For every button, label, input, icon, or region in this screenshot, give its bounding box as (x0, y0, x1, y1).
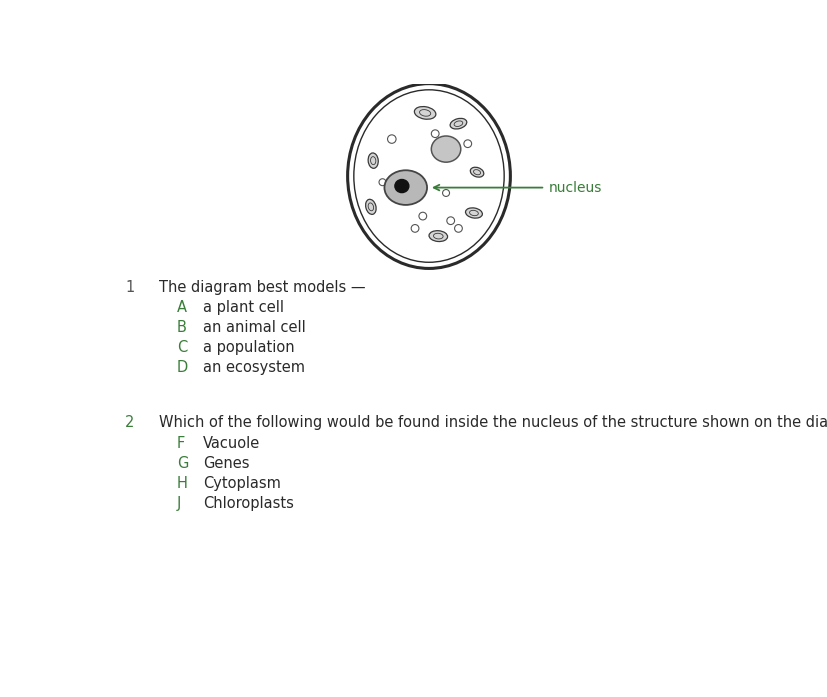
Text: Which of the following would be found inside the nucleus of the structure shown : Which of the following would be found in… (159, 415, 827, 430)
Ellipse shape (384, 170, 427, 205)
Ellipse shape (470, 167, 483, 177)
Ellipse shape (368, 153, 378, 168)
Ellipse shape (428, 231, 447, 242)
Text: Genes: Genes (203, 457, 249, 471)
Text: C: C (177, 340, 187, 355)
Text: an ecosystem: an ecosystem (203, 360, 304, 375)
Text: an animal cell: an animal cell (203, 320, 305, 335)
Text: G: G (177, 457, 189, 471)
Text: 2: 2 (125, 415, 135, 430)
Ellipse shape (450, 118, 466, 129)
Ellipse shape (366, 199, 375, 215)
Text: F: F (177, 436, 185, 451)
Text: Chloroplasts: Chloroplasts (203, 496, 294, 512)
Text: H: H (177, 476, 188, 491)
Ellipse shape (347, 84, 509, 268)
Text: nucleus: nucleus (548, 181, 602, 194)
Text: Vacuole: Vacuole (203, 436, 260, 451)
Text: Cytoplasm: Cytoplasm (203, 476, 280, 491)
Text: a plant cell: a plant cell (203, 300, 284, 315)
Text: The diagram best models —: The diagram best models — (159, 280, 366, 295)
Text: D: D (177, 360, 189, 375)
Text: B: B (177, 320, 187, 335)
Text: J: J (177, 496, 181, 512)
Text: A: A (177, 300, 187, 315)
Ellipse shape (414, 107, 435, 119)
Ellipse shape (431, 136, 460, 162)
Ellipse shape (465, 208, 482, 218)
Ellipse shape (394, 180, 409, 192)
Text: 1: 1 (125, 280, 134, 295)
Text: a population: a population (203, 340, 294, 355)
